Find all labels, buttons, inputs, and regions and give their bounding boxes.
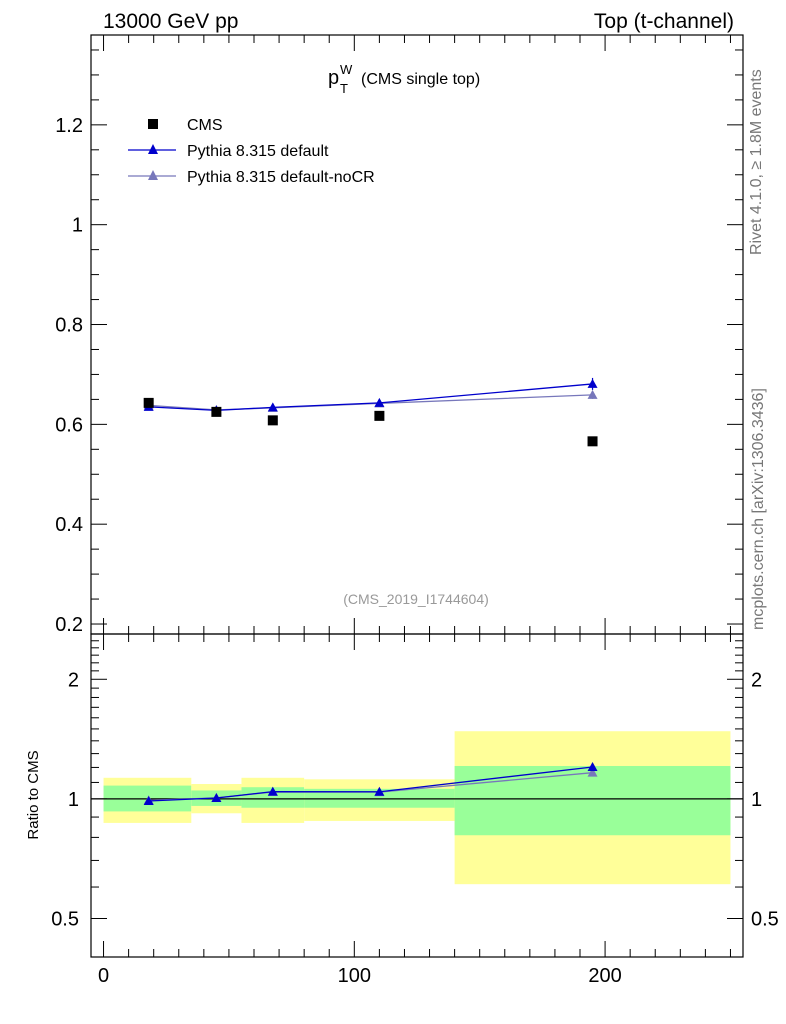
x-tick-label: 200 xyxy=(588,965,621,987)
ratio-data xyxy=(143,761,598,805)
legend-label-nocr: Pythia 8.315 default-noCR xyxy=(187,169,375,186)
main-data-point xyxy=(267,415,278,426)
main-mc-point xyxy=(374,397,385,407)
main-y-tick-label: 0.8 xyxy=(55,315,83,337)
ratio-y-tick-label-left: 2 xyxy=(68,669,79,691)
main-data-point xyxy=(211,406,222,417)
ratio-ylabel: Ratio to CMS xyxy=(25,750,42,839)
ratio-mc-point xyxy=(587,761,598,771)
header-right: Top (t-channel) xyxy=(594,10,734,33)
main-y-tick-label: 1 xyxy=(72,215,83,237)
ratio-mc-point xyxy=(211,793,222,803)
main-y-tick-label: 1.2 xyxy=(55,115,83,137)
main-data xyxy=(143,377,598,447)
ratio-mc-point xyxy=(587,767,598,777)
ratio-inner-band xyxy=(304,788,455,808)
main-mc-point xyxy=(267,402,278,412)
main-data-point xyxy=(374,410,385,421)
legend-label-cms: CMS xyxy=(187,117,223,134)
legend-marker-default xyxy=(148,144,158,154)
ratio-y-tick-label-left: 0.5 xyxy=(51,908,79,930)
x-tick-label: 100 xyxy=(338,965,371,987)
title-main: p xyxy=(328,67,339,89)
main-y-tick-label: 0.4 xyxy=(55,514,83,536)
main-y-tick-label: 0.2 xyxy=(55,614,83,636)
ratio-mc-point xyxy=(267,786,278,796)
main-ticks: 0.2 0.4 0.6 0.8 1 1.2 xyxy=(55,35,743,636)
ratio-mc-point xyxy=(143,795,154,805)
main-mc-point xyxy=(587,389,598,399)
legend-marker-cms xyxy=(148,119,158,129)
main-data-point xyxy=(143,397,154,408)
main-mc-point xyxy=(587,378,598,388)
ratio-bands xyxy=(91,731,743,885)
title-sup: W xyxy=(340,62,353,77)
ratio-mc-point xyxy=(374,786,385,796)
main-y-tick-label: 0.6 xyxy=(55,414,83,436)
mcplots-label: mcplots.cern.ch [arXiv:1306.3436] xyxy=(750,388,767,630)
analysis-label: (CMS_2019_I1744604) xyxy=(343,591,489,607)
main-data-point xyxy=(587,436,598,447)
plot-title: p W T (CMS single top) xyxy=(328,62,480,96)
legend: CMS Pythia 8.315 default Pythia 8.315 de… xyxy=(128,117,375,186)
ratio-y-tick-label-right: 1 xyxy=(751,789,762,811)
header-left: 13000 GeV pp xyxy=(103,10,238,33)
ratio-frame xyxy=(90,633,744,958)
ratio-y-tick-label-right: 0.5 xyxy=(751,908,779,930)
ratio-y-tick-label-left: 1 xyxy=(68,789,79,811)
legend-label-default: Pythia 8.315 default xyxy=(187,143,329,160)
rivet-label: Rivet 4.1.0, ≥ 1.8M events xyxy=(748,69,765,255)
legend-marker-nocr xyxy=(148,170,158,180)
x-tick-label: 0 xyxy=(98,965,109,987)
main-panel: 0.20.40.60.811.2 p W T (CMS single top) … xyxy=(55,34,744,636)
ratio-panel: 0.5 0.5 1 1 2 2 0 100 200 Ratio to CMS xyxy=(25,633,779,987)
ratio-y-tick-label-right: 2 xyxy=(751,669,762,691)
title-sub: T xyxy=(340,81,348,96)
title-suffix: (CMS single top) xyxy=(361,71,480,88)
ratio-ticks: 0.5 0.5 1 1 2 2 0 100 200 xyxy=(51,634,779,987)
